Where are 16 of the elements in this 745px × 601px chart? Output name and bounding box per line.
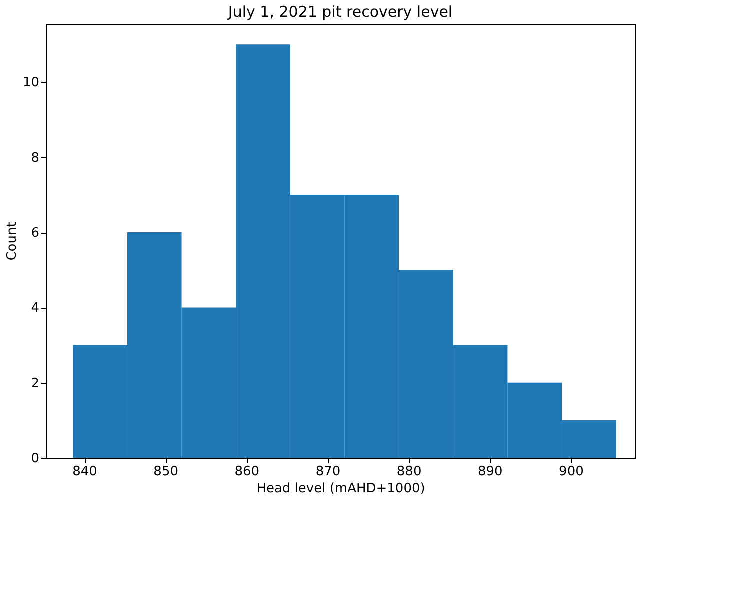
y-tick-label: 4 bbox=[31, 301, 40, 316]
x-tick-label: 890 bbox=[478, 464, 503, 480]
x-tick-label: 860 bbox=[234, 464, 260, 480]
x-tick-label: 900 bbox=[559, 464, 584, 480]
y-tick-label: 8 bbox=[31, 150, 40, 166]
chart-title: July 1, 2021 pit recovery level bbox=[227, 3, 453, 21]
y-tick-label: 10 bbox=[22, 76, 40, 91]
x-tick-label: 840 bbox=[72, 464, 98, 480]
x-tick-label: 870 bbox=[316, 464, 341, 480]
x-tick-label: 880 bbox=[396, 464, 422, 480]
y-axis-title: Count bbox=[4, 222, 20, 261]
x-axis-title: Head level (mAHD+1000) bbox=[256, 482, 426, 496]
y-tick-label: 6 bbox=[31, 226, 40, 242]
y-tick-label: 2 bbox=[31, 376, 40, 392]
x-tick-label: 850 bbox=[154, 464, 178, 480]
y-tick-label: 0 bbox=[31, 452, 40, 466]
